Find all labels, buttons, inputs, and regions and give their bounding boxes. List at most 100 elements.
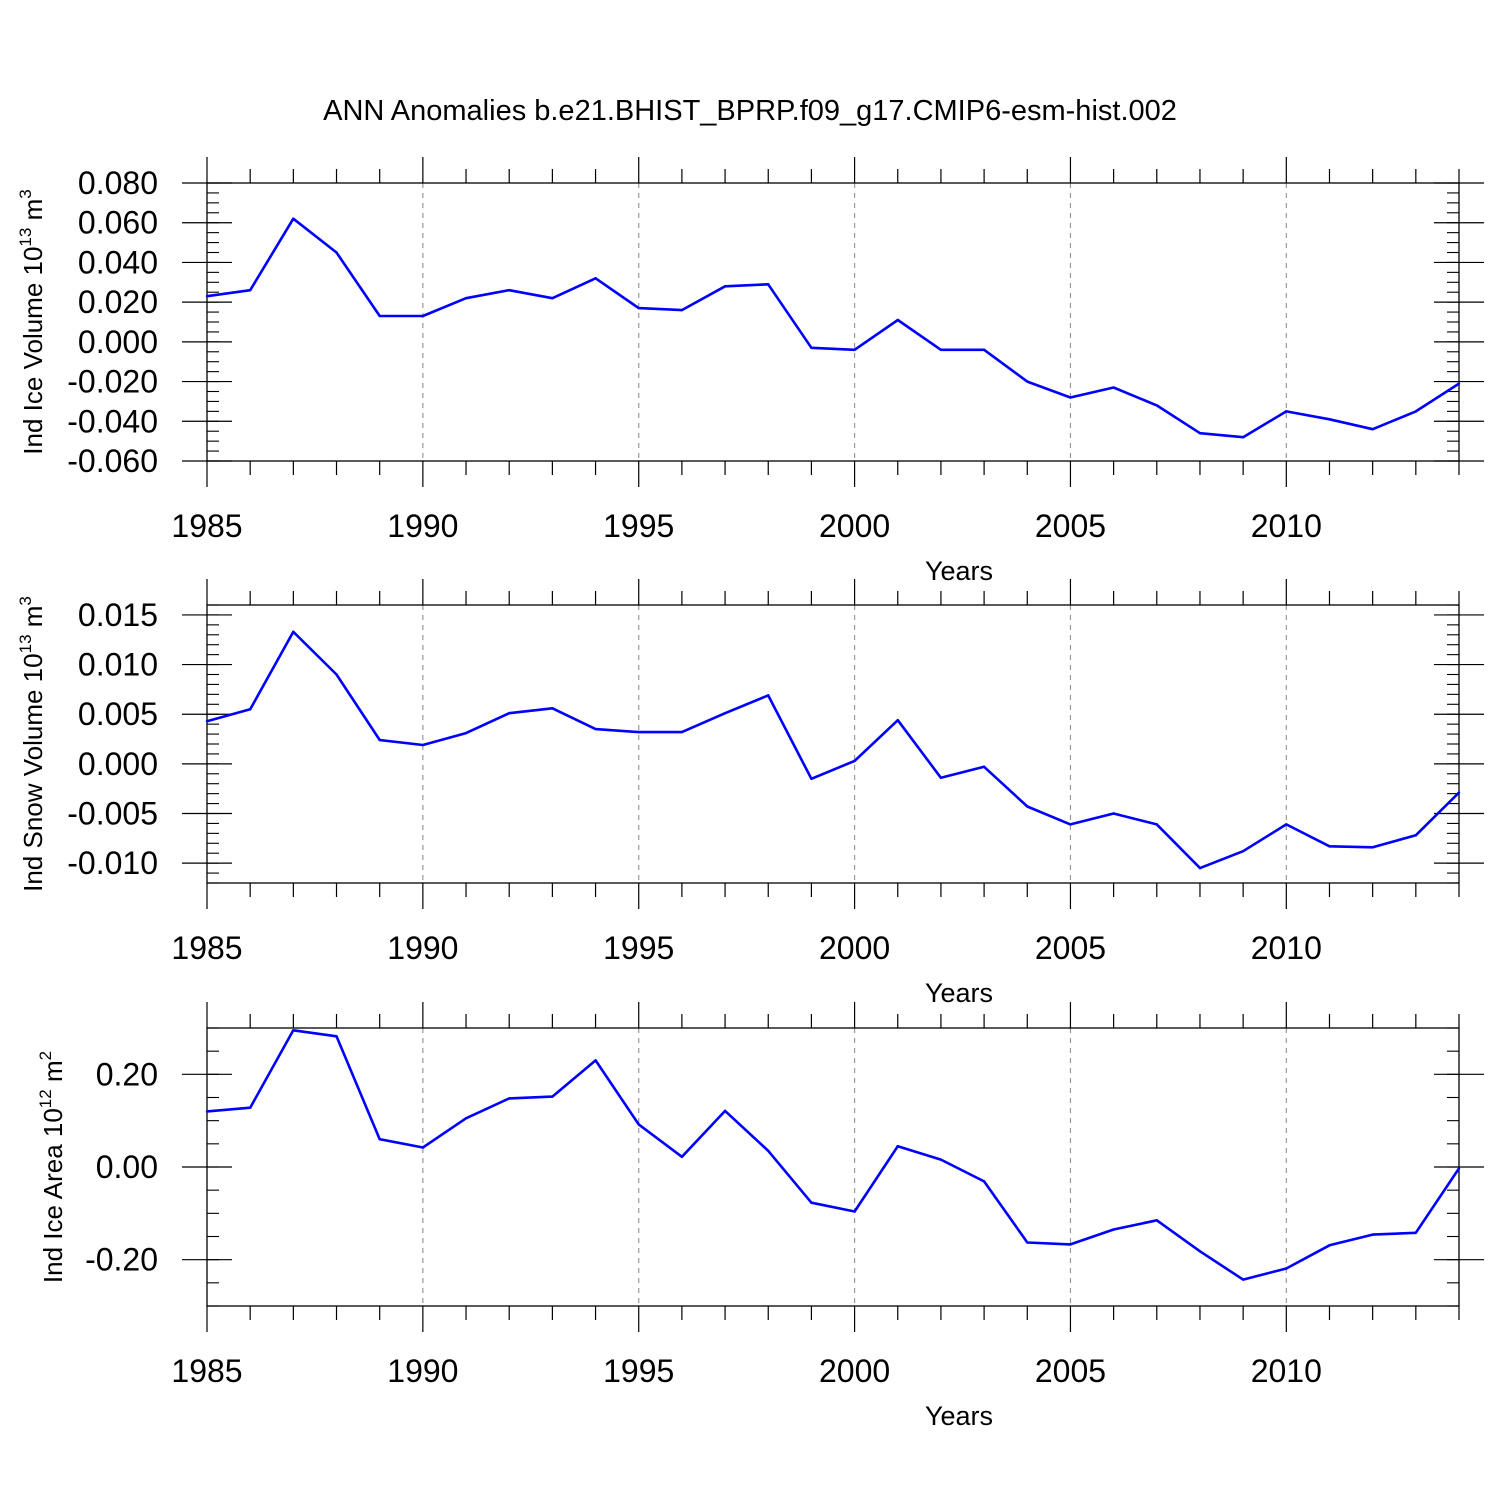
series-line (206, 1029, 1461, 1281)
data-point (1069, 396, 1072, 399)
data-point (1155, 823, 1158, 826)
data-point (810, 777, 813, 780)
data-point (421, 743, 425, 747)
data-point (767, 283, 770, 286)
y-tick-label: -0.20 (85, 1242, 158, 1278)
y-tick-label: 0.000 (78, 746, 158, 782)
data-point (1026, 805, 1029, 808)
data-point (1414, 410, 1418, 413)
data-point (335, 251, 338, 254)
data-point (1241, 435, 1245, 439)
y-tick-label: 0.20 (96, 1056, 158, 1092)
data-point (508, 1097, 511, 1100)
data-point (292, 1029, 295, 1032)
y-axis-label-part: 2 (36, 1051, 55, 1060)
data-point (723, 285, 727, 288)
data-point (896, 718, 899, 722)
data-point (1285, 1267, 1288, 1270)
y-tick-label: 0.015 (78, 597, 158, 633)
y-tick-label: -0.005 (67, 796, 158, 832)
data-point (1414, 834, 1418, 837)
data-point (1328, 1244, 1331, 1247)
x-axis-label: Years (925, 978, 993, 1008)
y-axis-label: Ind Ice Area 1012 m2 (36, 1051, 68, 1283)
data-point (551, 1095, 554, 1098)
x-tick-label: 2010 (1251, 508, 1322, 544)
data-point (1328, 418, 1331, 421)
chart-panel-1: 1985 1990 1995 2000 2005 2010 Years -0.060 -0.04… (16, 157, 1484, 586)
x-tick-label: 2005 (1035, 508, 1106, 544)
data-point (1026, 1241, 1029, 1244)
data-point (939, 1158, 943, 1161)
data-point (1112, 386, 1115, 389)
series-line (206, 217, 1460, 439)
x-tick-label: 2000 (819, 930, 890, 966)
data-point (939, 776, 943, 779)
data-point (680, 1155, 684, 1159)
data-point (637, 730, 640, 734)
x-tick-label: 1990 (387, 930, 458, 966)
y-axis-label-part: Ind Snow Volume 10 (18, 653, 48, 892)
x-tick-label: 1995 (603, 508, 674, 544)
x-tick-label: 1985 (171, 930, 242, 966)
data-point (767, 694, 770, 697)
data-point (594, 1059, 597, 1062)
x-tick-label: 2000 (819, 1353, 890, 1389)
data-point (982, 1180, 986, 1183)
x-tick-label: 1990 (387, 1353, 458, 1389)
data-point (680, 308, 684, 312)
data-point (1457, 791, 1461, 794)
data-point (464, 296, 468, 300)
data-point (508, 289, 511, 292)
data-point (551, 707, 554, 710)
data-point (896, 318, 899, 322)
y-axis-label-part: 12 (36, 1089, 55, 1108)
x-tick-label: 2000 (819, 508, 890, 544)
data-point (464, 731, 468, 735)
y-axis-label-part: m (18, 199, 48, 228)
x-tick-label: 1995 (603, 930, 674, 966)
data-point (335, 673, 338, 676)
data-point (1328, 845, 1331, 848)
data-point (292, 630, 295, 634)
x-axis-label: Years (925, 1401, 993, 1431)
data-point (723, 712, 727, 715)
figure-title: ANN Anomalies b.e21.BHIST_BPRP.f09_g17.C… (323, 95, 1177, 127)
plot-frame (206, 604, 1460, 884)
data-point (1285, 823, 1288, 826)
data-point (551, 296, 554, 300)
y-axis-label-part: 13 (16, 634, 35, 653)
x-tick-label: 1985 (171, 1353, 242, 1389)
y-tick-label: -0.060 (67, 443, 158, 479)
y-tick-label: 0.000 (78, 324, 158, 360)
data-point (292, 217, 295, 220)
y-tick-label: 0.010 (78, 647, 158, 683)
data-point (637, 306, 640, 310)
data-point (1241, 850, 1245, 853)
data-point (896, 1144, 899, 1148)
x-tick-label: 1995 (603, 1353, 674, 1389)
data-point (464, 1117, 468, 1120)
data-point (1414, 1231, 1418, 1234)
data-point (205, 719, 209, 723)
data-point (335, 1035, 338, 1038)
x-tick-label: 2005 (1035, 1353, 1106, 1389)
data-point (248, 1106, 252, 1109)
y-tick-label: 0.080 (78, 165, 158, 201)
data-point (378, 314, 381, 318)
data-point (810, 1201, 813, 1204)
x-tick-label: 1985 (171, 508, 242, 544)
data-point (853, 348, 856, 351)
data-point (1457, 1167, 1461, 1170)
plot-frame (206, 1027, 1460, 1307)
data-point (248, 708, 252, 711)
chart-panel-3: 1985 1990 1995 2000 2005 2010 Years -0.20 0.00 0.… (36, 1002, 1484, 1431)
data-point (378, 1138, 381, 1141)
x-tick-label: 2005 (1035, 930, 1106, 966)
y-axis-label-part: Ind Ice Area 10 (38, 1108, 68, 1283)
data-point (594, 727, 597, 731)
y-axis-label: Ind Ice Volume 1013 m3 (16, 189, 48, 454)
data-point (1069, 823, 1072, 826)
data-point (421, 314, 425, 318)
